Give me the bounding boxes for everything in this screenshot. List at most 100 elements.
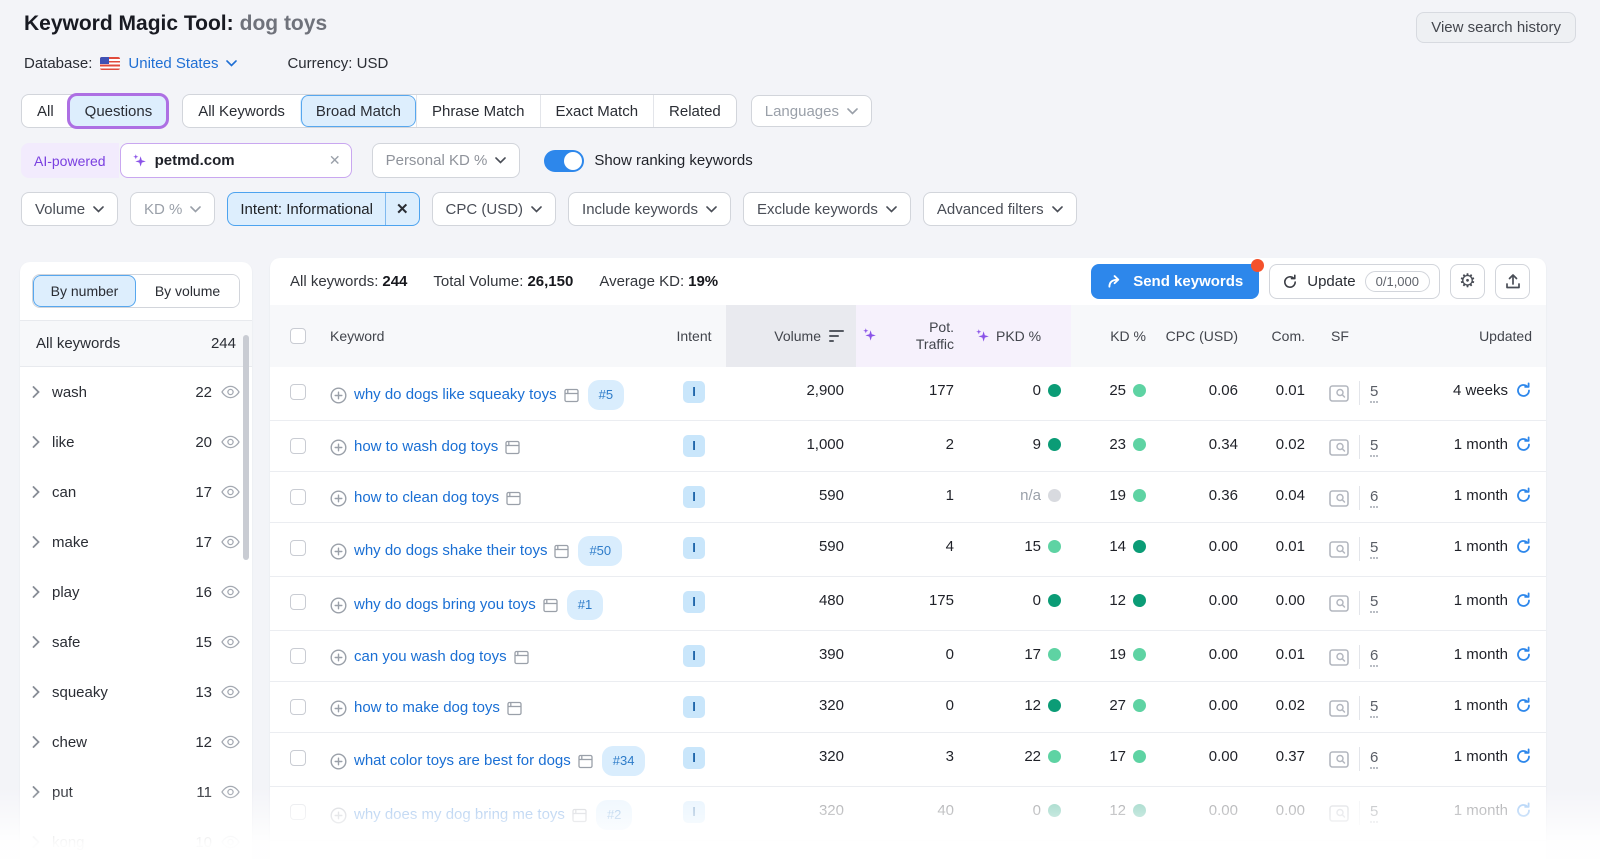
keyword-group-item[interactable]: like 20 [20, 417, 252, 467]
serp-features-icon[interactable] [1329, 489, 1349, 507]
tab-all-keywords[interactable]: All Keywords [183, 95, 300, 127]
serp-preview-icon[interactable] [513, 650, 529, 665]
col-kd[interactable]: KD % [1110, 328, 1146, 344]
row-checkbox[interactable] [290, 438, 306, 454]
sf-count[interactable]: 6 [1370, 488, 1379, 508]
serp-features-icon[interactable] [1329, 438, 1349, 456]
settings-button[interactable]: ⚙ [1450, 264, 1485, 299]
row-checkbox[interactable] [290, 540, 306, 556]
eye-icon[interactable] [221, 535, 240, 549]
sidebar-scrollbar[interactable] [243, 335, 249, 560]
col-intent[interactable]: Intent [676, 328, 712, 344]
serp-preview-icon[interactable] [506, 491, 521, 506]
keyword-group-item[interactable]: make 17 [20, 517, 252, 567]
sf-count[interactable]: 5 [1370, 698, 1379, 718]
show-ranking-toggle[interactable] [544, 149, 585, 172]
intent-informational-badge[interactable]: I [683, 591, 705, 613]
add-keyword-icon[interactable] [330, 386, 347, 404]
refresh-icon[interactable] [1515, 802, 1532, 819]
row-checkbox[interactable] [290, 750, 306, 766]
tab-related[interactable]: Related [653, 95, 736, 127]
refresh-icon[interactable] [1515, 748, 1532, 765]
eye-icon[interactable] [221, 435, 240, 449]
keyword-link[interactable]: how to make dog toys [354, 699, 500, 717]
eye-icon[interactable] [221, 785, 240, 799]
serp-features-icon[interactable] [1329, 804, 1349, 822]
col-updated[interactable]: Updated [1479, 328, 1532, 344]
refresh-icon[interactable] [1515, 697, 1532, 714]
clear-input-icon[interactable]: ✕ [328, 152, 341, 168]
col-sf[interactable]: SF [1331, 328, 1349, 344]
export-button[interactable] [1495, 264, 1530, 299]
chevron-down-icon[interactable] [226, 60, 238, 67]
keyword-link[interactable]: can you wash dog toys [354, 648, 507, 666]
keyword-group-item[interactable]: kong 10 [20, 817, 252, 859]
ranking-position-badge[interactable]: #50 [578, 536, 623, 566]
add-keyword-icon[interactable] [330, 439, 347, 456]
serp-preview-icon[interactable] [563, 388, 579, 403]
volume-filter-dropdown[interactable]: Volume [21, 192, 119, 226]
row-checkbox[interactable] [290, 489, 306, 505]
intent-informational-badge[interactable]: I [683, 486, 705, 508]
languages-dropdown[interactable]: Languages [750, 95, 872, 127]
serp-preview-icon[interactable] [554, 544, 570, 559]
eye-icon[interactable] [221, 685, 240, 699]
intent-filter-chip[interactable]: Intent: Informational ✕ [227, 192, 420, 226]
add-keyword-icon[interactable] [330, 806, 347, 824]
add-keyword-icon[interactable] [330, 700, 347, 717]
tab-all[interactable]: All [22, 95, 69, 127]
keyword-group-item[interactable]: can 17 [20, 467, 252, 517]
serp-preview-icon[interactable] [572, 808, 587, 823]
ranking-position-badge[interactable]: #2 [595, 800, 633, 830]
intent-informational-badge[interactable]: I [683, 537, 705, 559]
add-keyword-icon[interactable] [330, 596, 347, 614]
eye-icon[interactable] [221, 585, 240, 599]
keyword-link[interactable]: why do dogs bring you toys [354, 596, 536, 613]
refresh-icon[interactable] [1515, 592, 1532, 609]
personal-kd-dropdown[interactable]: Personal KD % [371, 143, 521, 178]
remove-intent-filter-icon[interactable]: ✕ [384, 193, 419, 225]
serp-preview-icon[interactable] [505, 440, 520, 455]
tab-broad-match[interactable]: Broad Match [299, 95, 416, 127]
keyword-group-item[interactable]: play 16 [20, 567, 252, 617]
intent-informational-badge[interactable]: I [683, 801, 705, 823]
exclude-keywords-dropdown[interactable]: Exclude keywords [742, 192, 911, 226]
eye-icon[interactable] [221, 635, 240, 649]
keyword-link[interactable]: why does my dog bring me toys [354, 806, 565, 823]
keyword-link[interactable]: why do dogs like squeaky toys [354, 386, 557, 403]
col-pot-traffic[interactable]: Pot. Traffic [856, 305, 966, 367]
keyword-link[interactable]: what color toys are best for dogs [354, 752, 571, 769]
include-keywords-dropdown[interactable]: Include keywords [568, 192, 731, 226]
intent-informational-badge[interactable]: I [683, 645, 705, 667]
keyword-group-item[interactable]: squeaky 13 [20, 667, 252, 717]
intent-informational-badge[interactable]: I [683, 381, 705, 403]
advanced-filters-dropdown[interactable]: Advanced filters [922, 192, 1077, 226]
sf-count[interactable]: 5 [1370, 383, 1379, 403]
col-pkd[interactable]: PKD % [966, 305, 1071, 367]
eye-icon[interactable] [221, 735, 240, 749]
refresh-icon[interactable] [1515, 487, 1532, 504]
serp-features-icon[interactable] [1329, 594, 1349, 612]
keyword-group-item[interactable]: wash 22 [20, 367, 252, 417]
eye-icon[interactable] [221, 835, 240, 849]
serp-preview-icon[interactable] [507, 701, 522, 716]
ranking-position-badge[interactable]: #1 [566, 590, 604, 620]
keyword-link[interactable]: how to clean dog toys [354, 489, 500, 507]
keyword-link[interactable]: how to wash dog toys [354, 438, 499, 456]
tab-exact-match[interactable]: Exact Match [539, 95, 654, 127]
col-com[interactable]: Com. [1271, 328, 1305, 344]
add-keyword-icon[interactable] [330, 649, 347, 666]
add-keyword-icon[interactable] [330, 490, 347, 507]
keyword-group-item[interactable]: safe 15 [20, 617, 252, 667]
domain-input[interactable] [154, 152, 321, 169]
serp-preview-icon[interactable] [578, 754, 593, 769]
sf-count[interactable]: 5 [1370, 539, 1379, 559]
row-checkbox[interactable] [290, 648, 306, 664]
keyword-group-item[interactable]: put 11 [20, 767, 252, 817]
cpc-filter-dropdown[interactable]: CPC (USD) [431, 192, 557, 226]
serp-features-icon[interactable] [1329, 384, 1349, 402]
col-cpc[interactable]: CPC (USD) [1165, 328, 1238, 344]
sf-count[interactable]: 6 [1370, 647, 1379, 667]
refresh-icon[interactable] [1515, 538, 1532, 555]
database-selector[interactable]: United States [128, 55, 219, 72]
